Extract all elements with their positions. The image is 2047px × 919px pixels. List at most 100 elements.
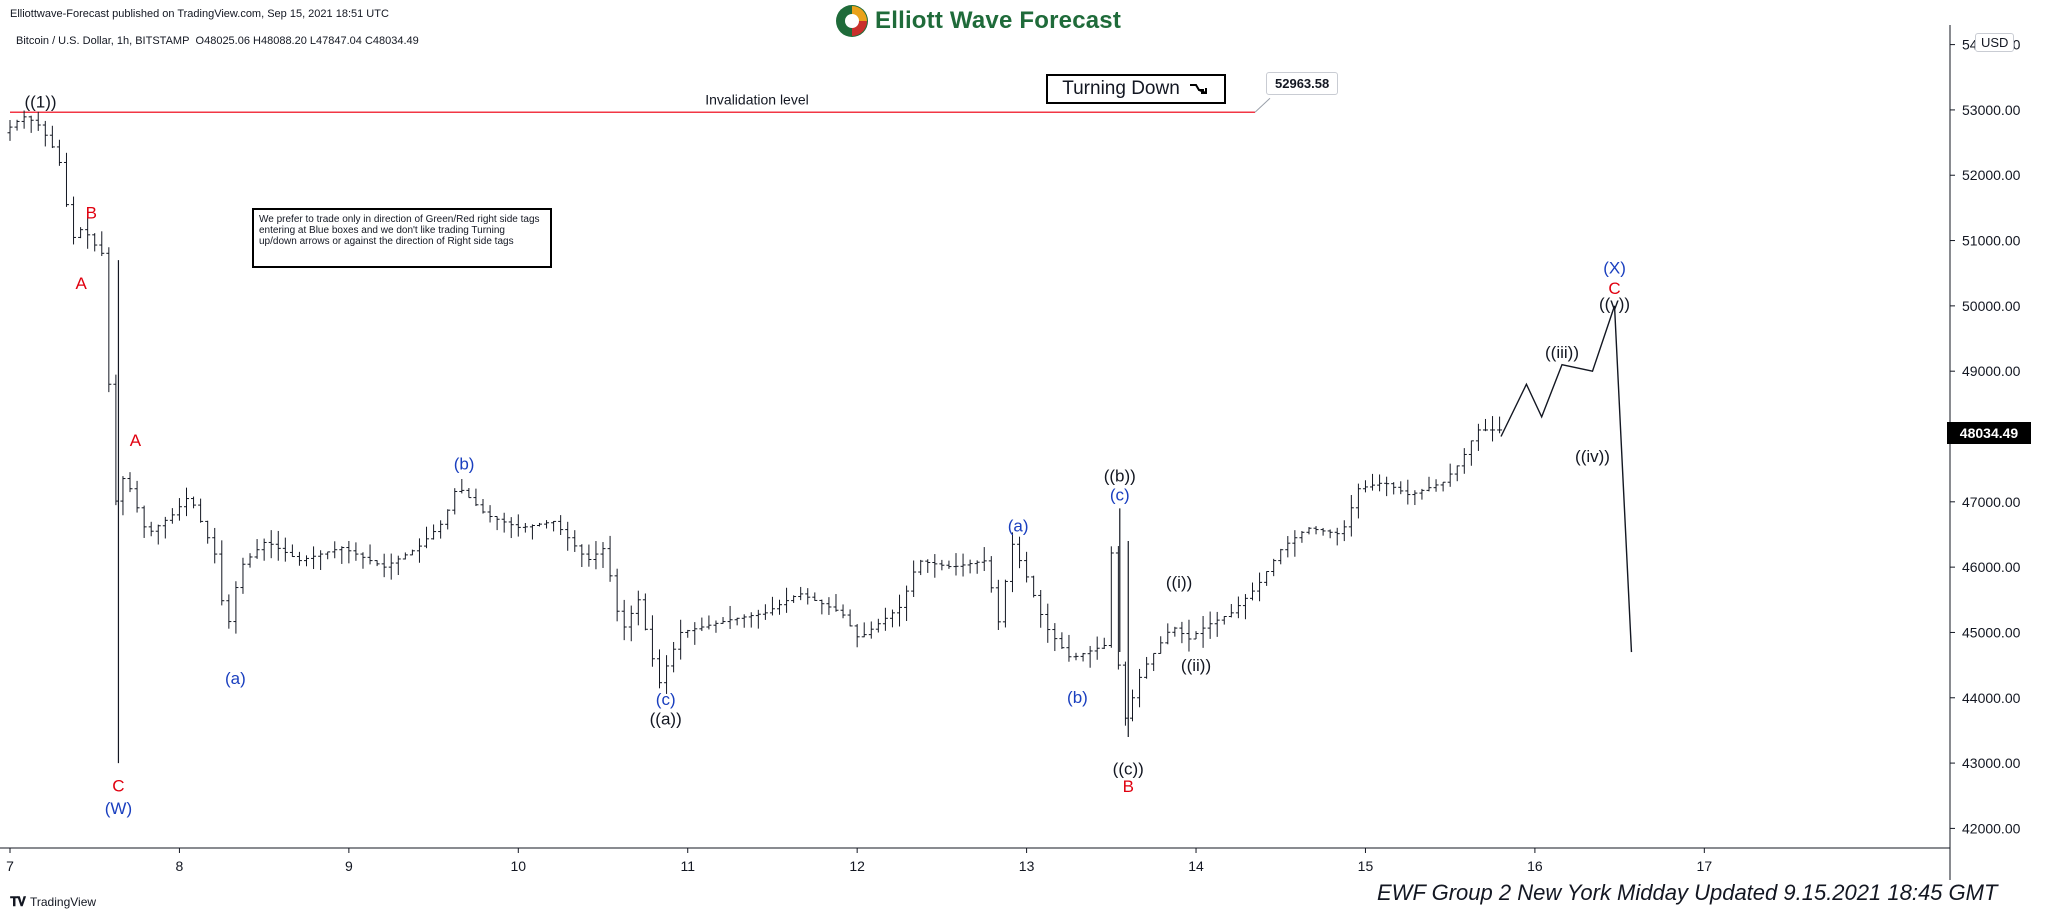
ewf-logo-icon <box>836 5 868 37</box>
price-bar <box>1017 536 1023 569</box>
price-bar <box>1200 616 1206 648</box>
price-bar <box>120 476 126 516</box>
price-bar <box>1059 632 1065 649</box>
turning-label: Turning Down <box>1062 78 1180 99</box>
wave-label: (a) <box>1008 516 1029 535</box>
price-bar <box>1475 423 1481 451</box>
price-bar <box>1073 652 1079 661</box>
time-tick-label: 11 <box>680 858 695 874</box>
price-bar <box>586 544 592 567</box>
price-bar <box>1419 488 1425 500</box>
price-bar <box>685 629 691 638</box>
price-bar <box>155 524 161 545</box>
price-bar <box>515 514 521 537</box>
wave-label: ((v)) <box>1599 294 1630 313</box>
price-bar <box>628 605 634 642</box>
wave-label: C <box>112 776 124 795</box>
price-tick-label: 52000.00 <box>1962 167 2021 183</box>
invalidation-price-tag: 52963.58 <box>1266 72 1339 95</box>
price-bar <box>1370 473 1376 491</box>
time-tick-label: 10 <box>511 858 527 874</box>
price-bar <box>176 498 182 521</box>
price-bar <box>551 520 557 532</box>
price-bar <box>600 542 606 568</box>
price-bar <box>911 560 917 598</box>
price-bar <box>953 553 959 576</box>
price-bars <box>7 110 1503 764</box>
price-bar <box>268 530 274 559</box>
price-bar <box>99 231 105 257</box>
price-bar <box>92 233 98 252</box>
price-bar <box>1179 621 1185 644</box>
price-bar <box>642 593 648 631</box>
price-bar <box>501 512 507 533</box>
wave-label: (b) <box>454 454 475 473</box>
price-tick-label: 47000.00 <box>1962 494 2021 510</box>
wave-label: ((c)) <box>1113 759 1144 778</box>
price-bar <box>1038 590 1044 628</box>
price-bar <box>734 617 740 626</box>
price-bar <box>1461 448 1467 474</box>
price-bar <box>762 604 768 620</box>
time-tick-label: 17 <box>1697 858 1713 874</box>
price-bar <box>1080 652 1086 662</box>
price-bar <box>169 508 175 524</box>
price-bar <box>536 522 542 527</box>
price-bar <box>635 590 641 626</box>
price-bar <box>819 599 825 615</box>
turning-down-box: Turning Down <box>1046 74 1226 104</box>
price-bar <box>296 551 302 566</box>
currency-badge[interactable]: USD <box>1975 33 2015 52</box>
price-bar <box>14 119 20 131</box>
symbol-name: Bitcoin / U.S. Dollar, 1h, BITSTAMP <box>16 35 190 47</box>
ohlc-values: O48025.06 H48088.20 L47847.04 C48034.49 <box>195 35 419 47</box>
price-bar <box>367 544 373 565</box>
price-bar <box>1285 536 1291 558</box>
price-tick-label: 49000.00 <box>1962 363 2021 379</box>
price-bar <box>529 524 535 540</box>
price-bar <box>275 530 281 561</box>
price-bar <box>1122 661 1128 726</box>
price-bar <box>226 594 232 629</box>
price-bar <box>1158 636 1164 654</box>
price-bar <box>424 526 430 549</box>
time-tick-label: 9 <box>345 858 353 874</box>
price-bar <box>191 496 197 509</box>
price-bar <box>1334 527 1340 546</box>
price-bar <box>1440 481 1446 492</box>
price-bar <box>1384 476 1390 497</box>
price-bar <box>1024 551 1030 583</box>
price-bar <box>459 479 465 494</box>
price-bar <box>1257 572 1263 602</box>
price-bar <box>332 541 338 559</box>
price-bar <box>212 527 218 564</box>
price-bar <box>431 524 437 540</box>
price-tick-label: 43000.00 <box>1962 755 2021 771</box>
price-bar <box>1165 623 1171 645</box>
brand-header: Elliott Wave Forecast <box>835 4 1121 38</box>
price-bar <box>1214 611 1220 637</box>
price-bar <box>649 615 655 667</box>
published-note: Elliottwave-Forecast published on Tradin… <box>10 8 389 20</box>
price-bar <box>85 216 91 249</box>
price-tick-label: 51000.00 <box>1962 233 2021 249</box>
price-bar <box>416 538 422 563</box>
price-bar <box>565 521 571 551</box>
price-bar <box>311 546 317 570</box>
price-bar <box>1341 520 1347 542</box>
wave-label: B <box>1123 777 1134 796</box>
price-bar <box>579 544 585 567</box>
price-tick-label: 45000.00 <box>1962 624 2021 640</box>
price-bar <box>247 553 253 568</box>
price-bar <box>106 247 112 393</box>
price-bar <box>1031 575 1037 598</box>
price-bar <box>769 596 775 616</box>
down-trend-arrow-icon <box>1189 84 1207 94</box>
price-bar <box>918 559 924 576</box>
time-tick-label: 8 <box>176 858 184 874</box>
price-bar <box>56 139 62 166</box>
price-bar <box>1108 546 1114 648</box>
price-bar <box>21 110 27 129</box>
price-bar <box>621 599 627 641</box>
